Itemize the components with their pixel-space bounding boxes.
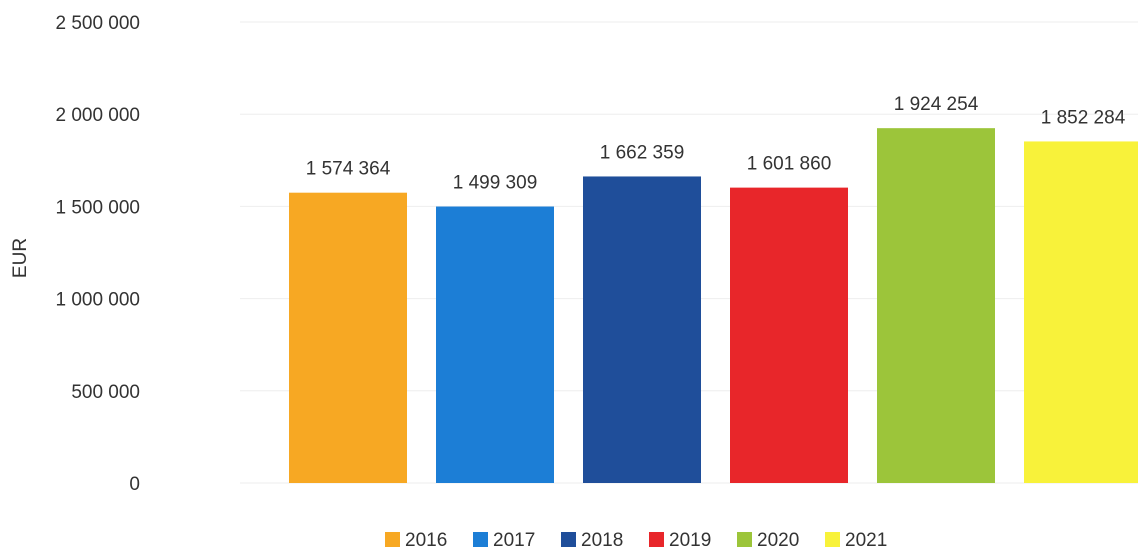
legend-label-2016: 2016 <box>405 530 447 551</box>
y-tick-label: 2 000 000 <box>55 105 140 126</box>
data-label-2020: 1 924 254 <box>894 94 979 115</box>
legend-label-2017: 2017 <box>493 530 535 551</box>
legend-swatch-2016 <box>385 532 400 547</box>
data-labels: 1 574 364 1 499 309 1 662 359 1 601 860 1 92… <box>306 94 1126 193</box>
legend: 2016 2017 2018 2019 2020 2021 <box>385 530 887 551</box>
data-label-2021: 1 852 284 <box>1041 107 1126 128</box>
y-tick-label: 0 <box>129 474 140 495</box>
legend-label-2021: 2021 <box>845 530 887 551</box>
data-label-2019: 1 601 860 <box>747 154 832 175</box>
legend-swatch-2018 <box>561 532 576 547</box>
legend-swatch-2017 <box>473 532 488 547</box>
bar-2020 <box>877 128 995 484</box>
bar-2018 <box>583 176 701 483</box>
data-label-2018: 1 662 359 <box>600 142 685 163</box>
y-tick-label: 1 000 000 <box>55 290 140 311</box>
legend-label-2018: 2018 <box>581 530 623 551</box>
y-tick-label: 500 000 <box>71 382 140 403</box>
legend-label-2019: 2019 <box>669 530 711 551</box>
bars <box>289 128 1138 484</box>
data-label-2016: 1 574 364 <box>306 159 391 180</box>
y-tick-label: 2 500 000 <box>55 13 140 34</box>
bar-2017 <box>436 206 554 484</box>
bar-2016 <box>289 192 407 484</box>
y-tick-label: 1 500 000 <box>55 197 140 218</box>
bar-2021 <box>1024 141 1138 483</box>
y-axis-tick-labels: 0 500 000 1 000 000 1 500 000 2 000 000 2 500… <box>55 13 140 495</box>
legend-swatch-2021 <box>825 532 840 547</box>
bar-2019 <box>730 187 848 484</box>
legend-swatch-2019 <box>649 532 664 547</box>
data-label-2017: 1 499 309 <box>453 173 538 194</box>
legend-label-2020: 2020 <box>757 530 799 551</box>
y-axis-title: EUR <box>10 238 31 278</box>
legend-swatch-2020 <box>737 532 752 547</box>
